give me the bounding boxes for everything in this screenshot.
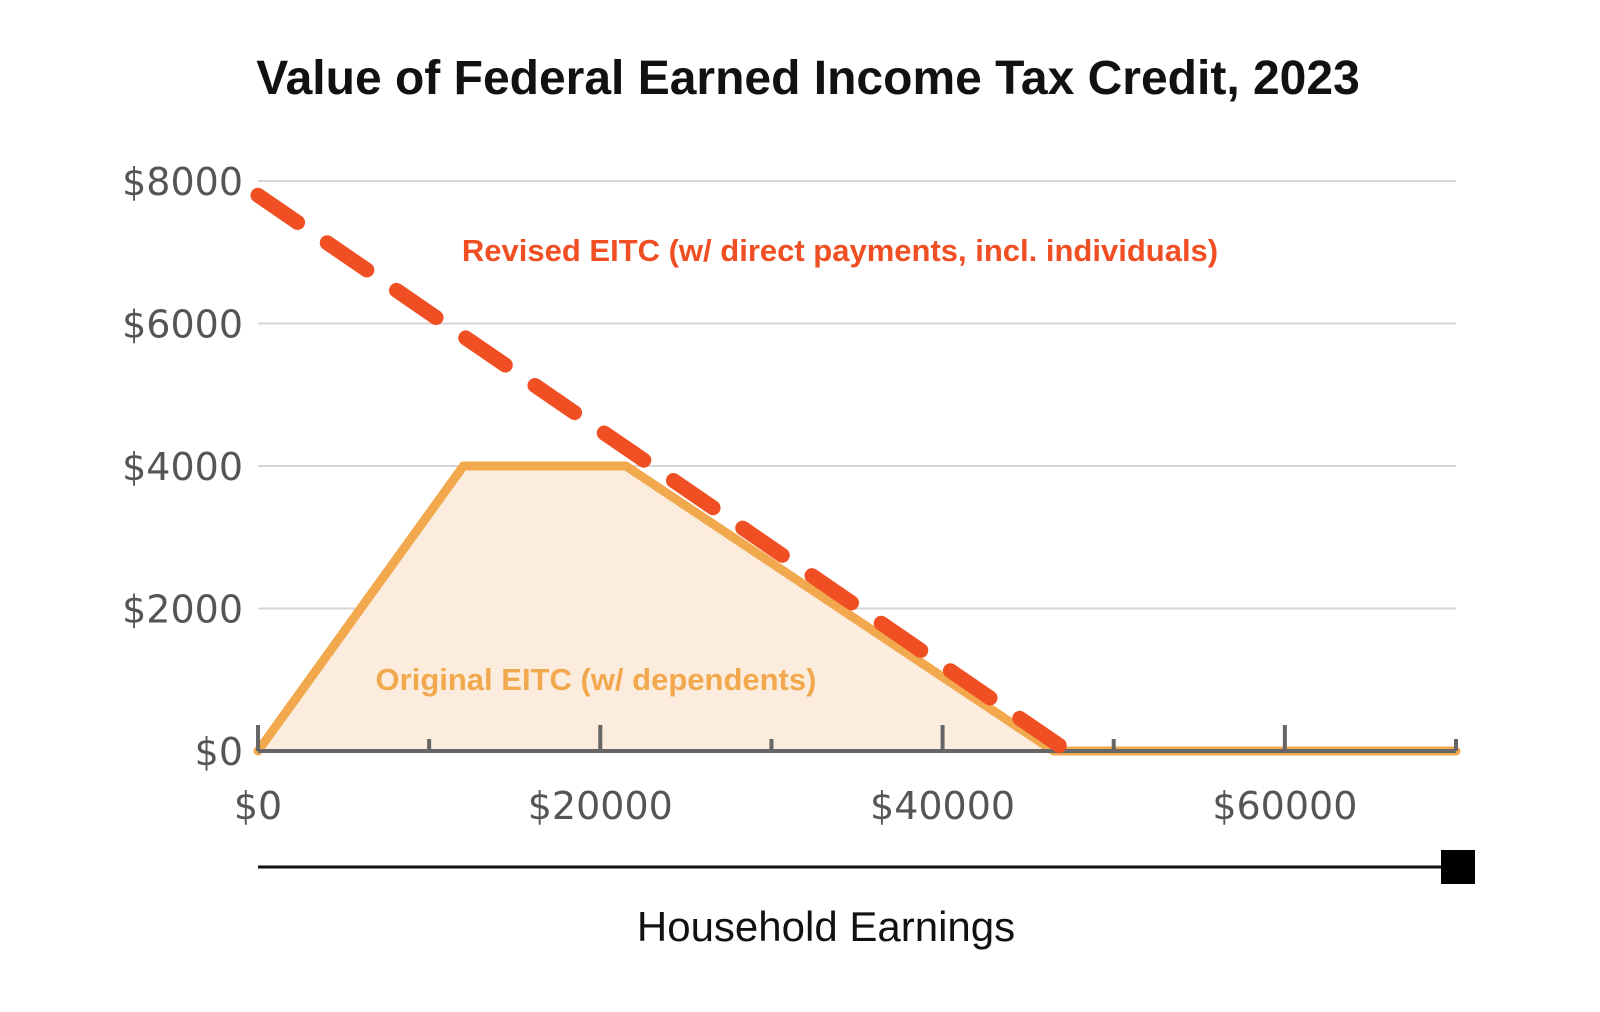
y-tick-label: $6000 <box>122 303 243 347</box>
x-tick-label: $0 <box>234 784 282 828</box>
chart-title: Value of Federal Earned Income Tax Credi… <box>256 52 1360 105</box>
y-axis-tick-labels: $0 $2000 $4000 $6000 $8000 <box>122 160 243 774</box>
gridlines <box>258 180 1456 610</box>
x-axis-title: Household Earnings <box>637 903 1015 950</box>
revised-eitc-label: Revised EITC (w/ direct payments, incl. … <box>462 233 1218 268</box>
original-eitc-area <box>258 466 1456 751</box>
range-slider[interactable] <box>258 850 1475 884</box>
x-axis-tick-labels: $0 $20000 $40000 $60000 <box>234 784 1358 828</box>
range-slider-handle[interactable] <box>1441 850 1475 884</box>
y-tick-label: $2000 <box>122 588 243 632</box>
y-tick-label: $8000 <box>122 160 243 204</box>
x-tick-label: $40000 <box>870 784 1015 828</box>
x-axis <box>256 725 1458 753</box>
x-tick-label: $20000 <box>528 784 673 828</box>
revised-eitc-layer <box>250 187 1096 773</box>
revised-eitc-line <box>250 187 1096 773</box>
y-tick-label: $4000 <box>122 445 243 489</box>
x-tick-label: $60000 <box>1212 784 1357 828</box>
original-eitc-label: Original EITC (w/ dependents) <box>376 662 817 697</box>
y-tick-label: $0 <box>195 730 243 774</box>
